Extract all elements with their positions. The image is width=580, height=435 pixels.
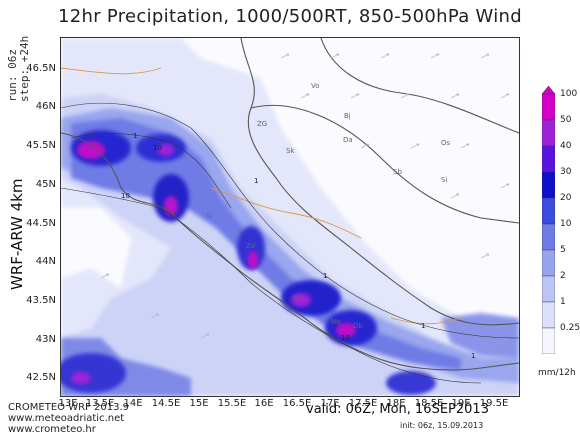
lon-label: 19.5E (479, 398, 509, 409)
valid-time: valid: 06Z, Mon, 16SEP2013 (306, 402, 489, 417)
chart-title: 12hr Precipitation, 1000/500RT, 850-500h… (57, 6, 522, 27)
colorbar-level: 5 (560, 245, 566, 255)
colorbar-swatch (542, 301, 555, 329)
contour-label: 10 (121, 192, 130, 200)
contour-labels: 1 10 10 1 1 10 1 1 (121, 132, 475, 360)
lat-label: 46N (35, 101, 56, 112)
lat-label: 46.5N (26, 63, 56, 74)
contour-label: 1 (471, 352, 475, 360)
colorbar-swatch (542, 171, 555, 199)
lon-label: 16.5E (282, 398, 312, 409)
lon-label: 13.5E (85, 398, 115, 409)
lat-label: 42.5N (26, 372, 56, 383)
credit-line: CROMETEO WRF 2013.9 (8, 402, 129, 413)
lon-label: 15.5E (217, 398, 247, 409)
colorbar-level: 10 (560, 219, 572, 229)
city-label: Ms (331, 318, 341, 326)
lon-label: 13E (58, 398, 78, 409)
colorbar-level: 100 (560, 89, 578, 99)
colorbar-level: 0.25 (560, 323, 580, 333)
colorbar-level: 30 (560, 167, 572, 177)
colorbar-unit: mm/12h (538, 368, 576, 378)
contour-label: 1 (254, 177, 258, 185)
contour-label: 1 (323, 272, 327, 280)
precipitation-map: Vo Bj ZG Da Sk Os Sb Si Si Zd St Ms Db 1… (60, 37, 520, 397)
contour-label: 10 (153, 144, 162, 152)
contour-label: 1 (133, 132, 137, 140)
precip-extreme (71, 141, 356, 384)
colorbar-swatch (542, 197, 555, 225)
lat-label: 43.5N (26, 295, 56, 306)
colorbar-level: 40 (560, 141, 572, 151)
footer-credits: CROMETEO WRF 2013.9 www.meteoadriatic.ne… (8, 402, 129, 435)
lon-label: 14.5E (151, 398, 181, 409)
city-label: Si (441, 176, 447, 184)
credit-link[interactable]: www.meteoadriatic.net (8, 413, 125, 424)
city-label: Vo (311, 82, 320, 90)
lat-label: 44N (35, 256, 56, 267)
colorbar-level: 2 (560, 271, 566, 281)
lat-label: 45N (35, 179, 56, 190)
city-label: Os (441, 139, 451, 147)
lat-label: 43N (35, 334, 56, 345)
colorbar-level: 50 (560, 115, 572, 125)
colorbar-swatch (542, 275, 555, 303)
init-time: init: 06z, 15.09.2013 (400, 421, 484, 430)
lon-label: 14E (123, 398, 143, 409)
credit-link[interactable]: www.crometeo.hr (8, 424, 96, 435)
city-labels: Vo Bj ZG Da Sk Os Sb Si Si Zd St Ms Db (206, 82, 451, 330)
lon-label: 17.5E (348, 398, 378, 409)
colorbar-arrow (542, 86, 555, 95)
wind-vectors (100, 53, 510, 339)
city-label: Zd (246, 242, 255, 250)
city-label: ZG (257, 120, 267, 128)
lon-label: 17E (320, 398, 340, 409)
lat-label: 45.5N (26, 140, 56, 151)
rivers (61, 67, 462, 325)
colorbar-swatch (542, 327, 555, 354)
lon-label: 16E (254, 398, 274, 409)
contour-label: 10 (341, 334, 350, 342)
city-label: Sk (286, 147, 295, 155)
map-svg: Vo Bj ZG Da Sk Os Sb Si Si Zd St Ms Db 1… (61, 38, 519, 396)
contour-label: 1 (421, 322, 425, 330)
city-label: Sb (393, 168, 402, 176)
city-label: Bj (344, 112, 351, 120)
colorbar-level: 1 (560, 297, 566, 307)
model-label: WRF-ARW 4km (8, 178, 26, 290)
colorbar-swatch (542, 119, 555, 147)
lon-label: 15E (189, 398, 209, 409)
colorbar-swatch (542, 249, 555, 277)
colorbar-swatch (542, 93, 555, 121)
lon-label: 19E (451, 398, 471, 409)
lat-label: 44.5N (26, 218, 56, 229)
colorbar-level: 20 (560, 193, 572, 203)
city-label: St (293, 294, 300, 302)
coastline (61, 38, 519, 371)
city-label: Db (353, 322, 363, 330)
colorbar (542, 86, 555, 354)
lon-label: 18E (386, 398, 406, 409)
contours (61, 102, 519, 384)
colorbar-swatch (542, 223, 555, 251)
city-label: Da (343, 136, 353, 144)
run-info: run: 06z step: +24h (6, 22, 31, 122)
lon-label: 18.5E (414, 398, 444, 409)
colorbar-swatch (542, 145, 555, 173)
city-label: Si (206, 212, 212, 220)
